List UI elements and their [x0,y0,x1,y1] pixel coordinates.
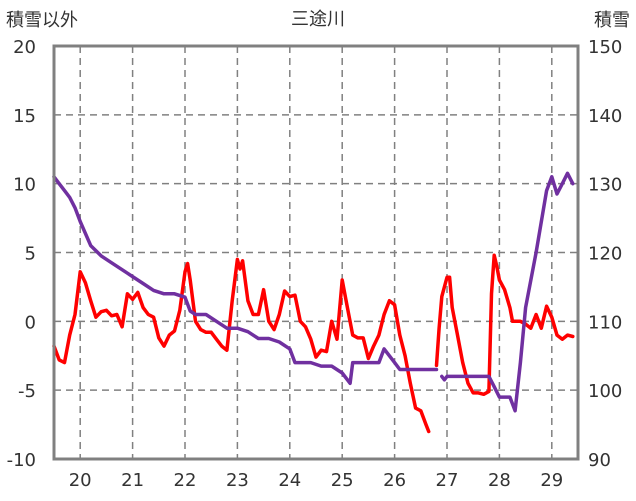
y-left-tick-label: -10 [7,450,36,471]
y-right-tick-label: 90 [588,450,611,471]
x-tick-label: 29 [540,470,563,491]
series-left-line [434,253,575,397]
plot-frame [52,44,580,461]
x-tick-label: 22 [174,470,197,491]
x-tick-label: 23 [226,470,249,491]
y-left-tick-label: 10 [13,175,36,196]
x-tick-label: 24 [278,470,301,491]
x-tick-label: 28 [488,470,511,491]
y-left-tick-label: 20 [13,37,36,58]
x-tick-label: 25 [331,470,354,491]
x-tick-label: 21 [121,470,144,491]
y-left-tick-label: 15 [13,106,36,127]
x-tick-label: 26 [383,470,406,491]
y-right-tick-label: 130 [588,175,622,196]
series-right-line [440,171,575,413]
y-left-tick-labels: 20 15 10 5 0 -5 -10 [7,37,36,471]
x-tick-label: 20 [69,470,92,491]
y-left-tick-label: -5 [18,381,36,402]
series-layer [52,171,575,434]
y-left-axis-label: 積雪以外 [6,10,78,31]
y-left-tick-label: 5 [25,244,36,265]
chart-title: 三途川 [291,9,345,30]
y-right-tick-labels: 150 140 130 120 110 100 90 [588,37,622,471]
y-right-tick-label: 110 [588,312,622,333]
y-right-axis-label: 積雪 [594,10,630,31]
y-left-tick-label: 0 [25,312,36,333]
y-right-tick-label: 140 [588,106,622,127]
x-tick-label: 27 [436,470,459,491]
y-right-tick-label: 150 [588,37,622,58]
series-right-line [52,175,439,386]
x-tick-labels: 20 21 22 23 24 25 26 27 28 29 [69,470,564,491]
y-right-tick-label: 100 [588,381,622,402]
y-right-tick-label: 120 [588,244,622,265]
series-left-line [52,257,431,434]
